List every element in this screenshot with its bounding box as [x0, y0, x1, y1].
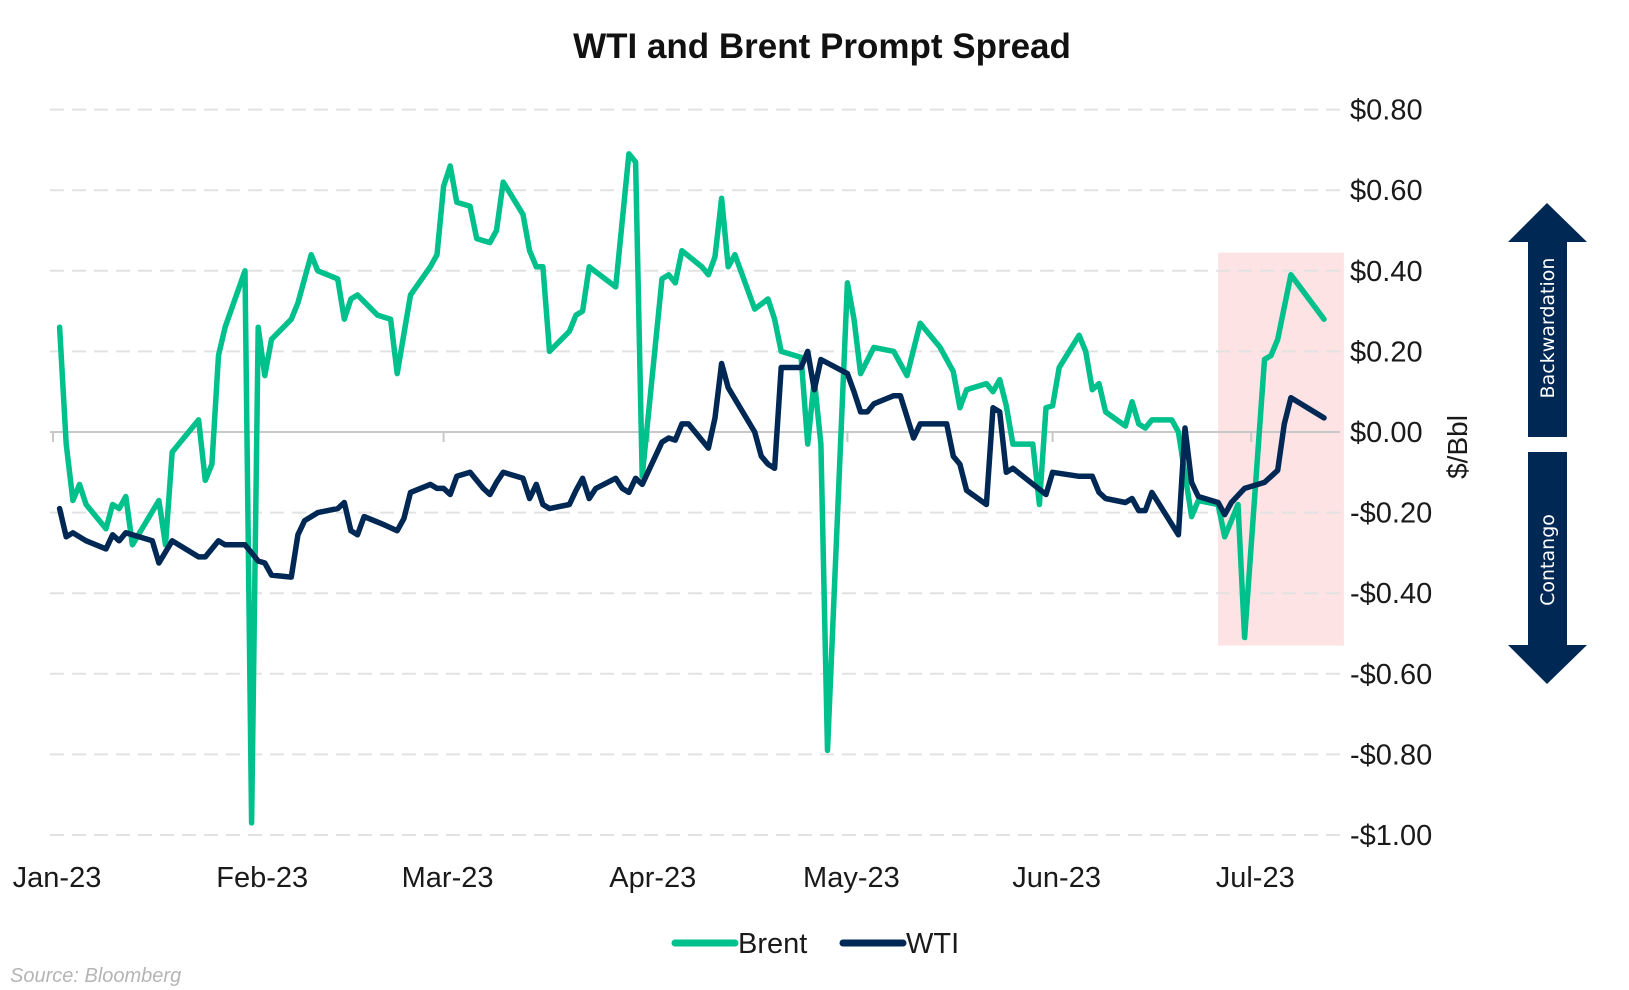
source-note: Source: Bloomberg — [10, 965, 181, 987]
series-line-wti — [56, 348, 1327, 580]
legend-label-wti: WTI — [906, 928, 959, 960]
x-tick-label: Apr-23 — [609, 862, 696, 894]
y-tick-label: $0.80 — [1350, 95, 1423, 127]
y-tick-label: -$1.00 — [1350, 820, 1432, 852]
legend-label-brent: Brent — [738, 928, 807, 960]
series-line-brent — [56, 151, 1327, 826]
y-tick-label: -$0.80 — [1350, 739, 1432, 771]
y-tick-label: -$0.40 — [1350, 578, 1432, 610]
y-tick-label: -$0.60 — [1350, 659, 1432, 691]
backwardation-label: Backwardation — [1537, 258, 1559, 399]
y-tick-label: -$0.20 — [1350, 498, 1432, 530]
y-axis-label: $/Bbl — [1442, 415, 1473, 479]
x-tick-label: Jul-23 — [1216, 862, 1295, 894]
chart-title: WTI and Brent Prompt Spread — [573, 27, 1071, 66]
x-tick-label: Mar-23 — [402, 862, 494, 894]
y-tick-label: $0.40 — [1350, 256, 1423, 288]
y-tick-label: $0.00 — [1350, 417, 1423, 449]
x-tick-label: May-23 — [803, 862, 900, 894]
y-tick-label: $0.60 — [1350, 175, 1423, 207]
x-tick-label: Jun-23 — [1012, 862, 1101, 894]
legend: Brent WTI — [671, 928, 959, 960]
contango-label: Contango — [1537, 514, 1559, 606]
x-tick-label: Jan-23 — [13, 862, 102, 894]
x-tick-label: Feb-23 — [216, 862, 308, 894]
y-tick-label: $0.20 — [1350, 336, 1423, 368]
backwardation-arrow: Backwardation — [1508, 203, 1587, 437]
contango-arrow: Contango — [1508, 452, 1587, 684]
